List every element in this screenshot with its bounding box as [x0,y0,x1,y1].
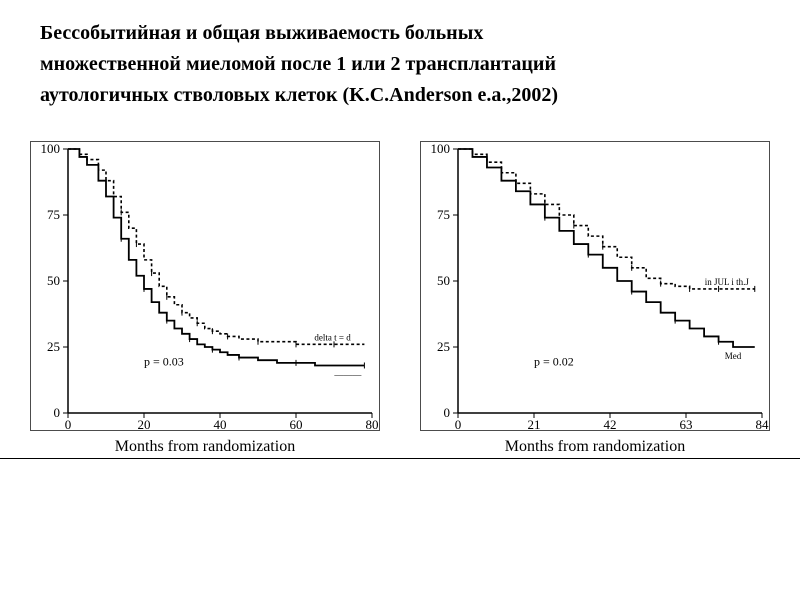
svg-text:42: 42 [604,417,617,431]
right-chart-container: 0 25 50 75 100 0 21 42 63 84 p = 0.02 in JUL i th.J… [420,141,770,456]
svg-text:0: 0 [54,405,61,420]
svg-text:———: ——— [333,369,362,379]
svg-text:in JUL i th.J: in JUL i th.J [705,277,750,287]
svg-text:84: 84 [756,417,770,431]
title-line: Бессобытийная и общая выживаемость больн… [40,18,760,49]
svg-text:60: 60 [290,417,303,431]
title-line: множественной миеломой после 1 или 2 тра… [40,49,760,80]
left-chart-container: 0 25 50 75 100 0 20 40 60 80 p = 0.03 delta t = d ——… [30,141,380,456]
svg-text:Med: Med [725,351,742,361]
svg-text:0: 0 [455,417,462,431]
charts-row: 0 25 50 75 100 0 20 40 60 80 p = 0.03 delta t = d ——… [0,111,800,456]
svg-text:25: 25 [47,339,60,354]
svg-text:75: 75 [47,207,60,222]
svg-text:100: 100 [431,141,451,156]
left-chart-xlabel: Months from randomization [30,438,380,456]
svg-text:40: 40 [214,417,227,431]
svg-text:21: 21 [528,417,541,431]
svg-text:50: 50 [437,273,450,288]
svg-text:p = 0.02: p = 0.02 [534,354,574,368]
svg-text:50: 50 [47,273,60,288]
svg-text:0: 0 [444,405,451,420]
svg-text:75: 75 [437,207,450,222]
title-line: аутологичных стволовых клеток (K.C.Ander… [40,80,760,111]
svg-text:100: 100 [41,141,61,156]
slide-title: Бессобытийная и общая выживаемость больн… [0,0,800,111]
svg-text:p = 0.03: p = 0.03 [144,354,184,368]
svg-text:delta t = d: delta t = d [314,332,351,342]
svg-text:63: 63 [680,417,693,431]
bottom-divider [0,458,800,459]
svg-text:25: 25 [437,339,450,354]
right-chart-xlabel: Months from randomization [420,438,770,456]
svg-text:0: 0 [65,417,72,431]
svg-text:80: 80 [366,417,379,431]
right-survival-chart: 0 25 50 75 100 0 21 42 63 84 p = 0.02 in JUL i th.J… [420,141,770,431]
svg-text:20: 20 [138,417,151,431]
left-survival-chart: 0 25 50 75 100 0 20 40 60 80 p = 0.03 delta t = d ——… [30,141,380,431]
